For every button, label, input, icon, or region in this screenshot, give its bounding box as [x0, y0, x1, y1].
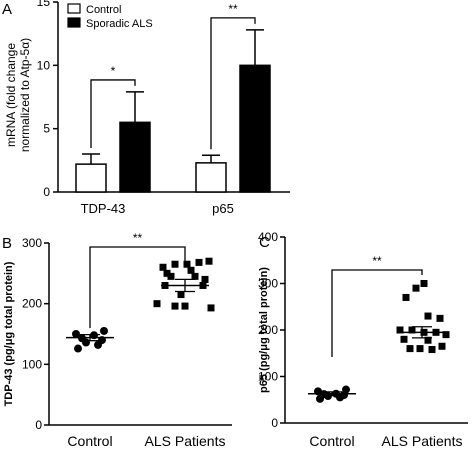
- panel-c: C 0 100 200 300 400 p65 (pg/μg total protein) C…: [258, 230, 468, 449]
- data-point: [402, 293, 410, 301]
- legend-label: Control: [86, 4, 121, 16]
- y-tick-label: 100: [22, 357, 42, 371]
- y-tick-label: 400: [258, 230, 278, 244]
- bar: [195, 162, 227, 193]
- significance-label: **: [372, 254, 382, 268]
- y-tick-label: 300: [258, 277, 278, 291]
- data-point: [181, 302, 189, 310]
- y-tick-label: 300: [22, 236, 42, 250]
- x-category-label: ALS Patients: [145, 433, 226, 449]
- panel-b: B 0 100 200 300 TDP-43 (pg/μg total protein) C…: [2, 231, 232, 449]
- significance-bracket: [210, 17, 256, 150]
- x-category-label: TDP-43: [81, 201, 126, 216]
- data-point: [416, 345, 424, 353]
- y-axis-label: p65 (pg/μg total protein): [258, 267, 270, 393]
- y-tick-label: 10: [37, 58, 51, 72]
- data-point: [424, 336, 432, 344]
- panel-letter: B: [2, 235, 12, 252]
- data-point: [201, 275, 209, 283]
- panel-a: A 0 5 10 15 mRNA (fold changenormalized to At…: [2, 0, 290, 216]
- bar: [75, 163, 107, 193]
- y-tick-label: 0: [43, 185, 50, 199]
- legend-swatch: [67, 3, 81, 14]
- data-point: [153, 300, 161, 308]
- data-point: [195, 258, 203, 266]
- significance-label: **: [228, 2, 238, 16]
- data-point: [171, 302, 179, 310]
- data-point: [177, 291, 185, 299]
- panel-letter: C: [259, 234, 270, 251]
- data-point: [412, 284, 420, 292]
- x-category-label: ALS Patients: [382, 433, 463, 449]
- data-point: [400, 335, 408, 343]
- data-point: [342, 385, 350, 394]
- data-point: [100, 326, 108, 335]
- data-point: [420, 280, 428, 287]
- y-tick-label: 200: [258, 323, 278, 337]
- y-tick-label: 5: [43, 122, 50, 136]
- data-point: [207, 304, 215, 312]
- data-point: [72, 330, 80, 338]
- data-point: [191, 272, 199, 280]
- data-point: [171, 260, 179, 268]
- y-tick-label: 15: [37, 0, 51, 9]
- data-point: [442, 331, 450, 339]
- y-tick-label: 100: [258, 370, 278, 384]
- data-point: [183, 260, 191, 268]
- data-point: [159, 263, 167, 271]
- data-point: [406, 345, 414, 353]
- y-axis-label: mRNA (fold changenormalized to Atp-5α): [4, 38, 32, 152]
- data-point: [74, 344, 82, 353]
- data-point: [187, 266, 195, 274]
- data-point: [205, 257, 213, 265]
- legend-swatch: [67, 17, 81, 28]
- significance-bracket: [89, 246, 186, 328]
- data-point: [396, 326, 404, 334]
- y-axis-label-line: mRNA (fold change: [4, 43, 18, 147]
- x-category-label: p65: [212, 201, 234, 216]
- y-tick-label: 0: [35, 418, 42, 432]
- x-category-label: Control: [309, 433, 354, 449]
- bar: [239, 64, 271, 193]
- y-axis-label-line: normalized to Atp-5α): [18, 38, 32, 152]
- data-point: [436, 314, 444, 322]
- y-tick-label: 0: [271, 416, 278, 430]
- significance-label: *: [111, 64, 116, 78]
- data-point: [424, 312, 432, 320]
- data-point: [408, 326, 416, 334]
- legend-label: Sporadic ALS: [86, 18, 153, 30]
- significance-bracket: [331, 269, 423, 357]
- y-axis-label: TDP-43 (pg/μg total protein): [3, 261, 15, 406]
- data-point: [163, 269, 171, 277]
- data-point: [167, 272, 175, 280]
- bar: [119, 121, 151, 193]
- panel-letter: A: [2, 1, 12, 18]
- y-tick-label: 200: [22, 297, 42, 311]
- data-point: [428, 346, 436, 354]
- significance-label: **: [133, 231, 143, 245]
- significance-bracket: [90, 79, 136, 148]
- data-point: [438, 342, 446, 350]
- x-category-label: Control: [67, 433, 112, 449]
